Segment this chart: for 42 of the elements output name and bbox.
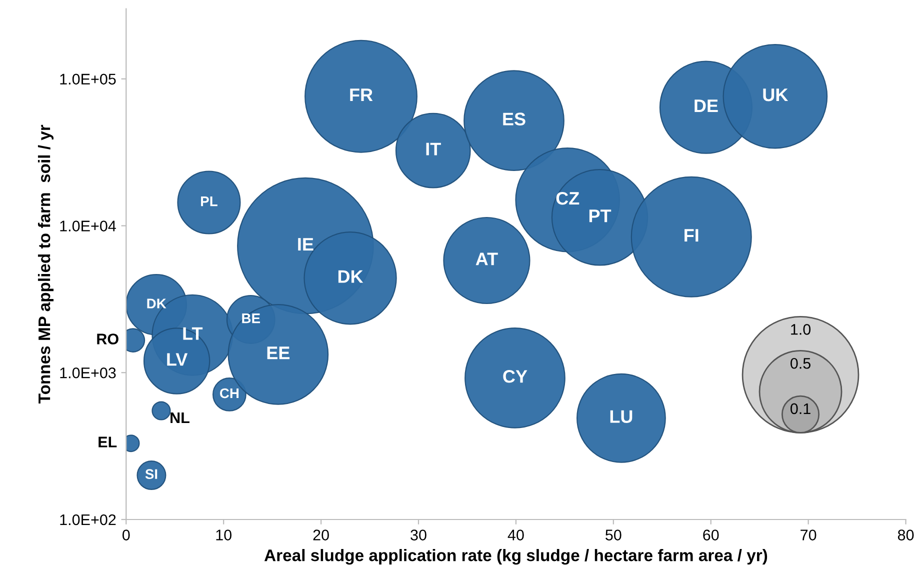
- annotation: EE: [267, 346, 290, 360]
- legend-label: 1.0: [791, 324, 811, 335]
- y-tick-label: 1.0E+04: [60, 220, 116, 232]
- annotation: DE: [694, 100, 718, 112]
- annotation: SI: [145, 469, 158, 480]
- annotation: CZ: [556, 192, 580, 205]
- x-tick-label: 0: [122, 530, 130, 540]
- y-tick-label: 1.0E+05: [60, 74, 116, 85]
- annotation: EL: [98, 436, 117, 448]
- x-tick-label: 70: [800, 530, 816, 540]
- annotation: LU: [610, 410, 632, 423]
- annotation: PT: [589, 210, 612, 222]
- y-tick-label: 1.0E+03: [60, 367, 116, 378]
- annotation: IE: [298, 238, 314, 250]
- annotation: FI: [684, 229, 698, 242]
- x-axis-title: Areal sludge application rate (kg sludge / hectare farm area / yr): [264, 549, 768, 565]
- x-tick-label: 50: [606, 530, 622, 540]
- annotation: DK: [338, 270, 364, 283]
- annotation: LV: [167, 353, 188, 366]
- annotation: CY: [503, 370, 528, 383]
- legend-label: 0.5: [790, 358, 810, 369]
- x-tick-label: 10: [216, 530, 232, 540]
- annotation: CH: [220, 388, 239, 398]
- y-tick-label: 1.0E+02: [60, 514, 116, 526]
- annotation: FR: [350, 88, 373, 102]
- x-tick-label: 20: [313, 530, 329, 540]
- y-axis-title: Tonnes MP applied to farm soil / yr: [38, 124, 54, 404]
- annotation: IT: [426, 142, 441, 156]
- x-tick-label: 30: [410, 530, 426, 540]
- legend-label: 0.1: [790, 403, 810, 414]
- x-tick-label: 40: [508, 530, 524, 540]
- annotation: LT: [183, 327, 203, 340]
- annotation: UK: [763, 88, 788, 102]
- annotation: PL: [201, 196, 218, 206]
- annotation: DK: [147, 298, 166, 308]
- annotation: ES: [503, 112, 526, 126]
- x-tick-label: 80: [898, 530, 914, 540]
- annotation: NL: [170, 412, 190, 424]
- x-tick-label: 60: [703, 530, 719, 540]
- annotation: AT: [476, 252, 498, 266]
- annotation: BE: [242, 314, 260, 324]
- annotation: RO: [97, 334, 118, 344]
